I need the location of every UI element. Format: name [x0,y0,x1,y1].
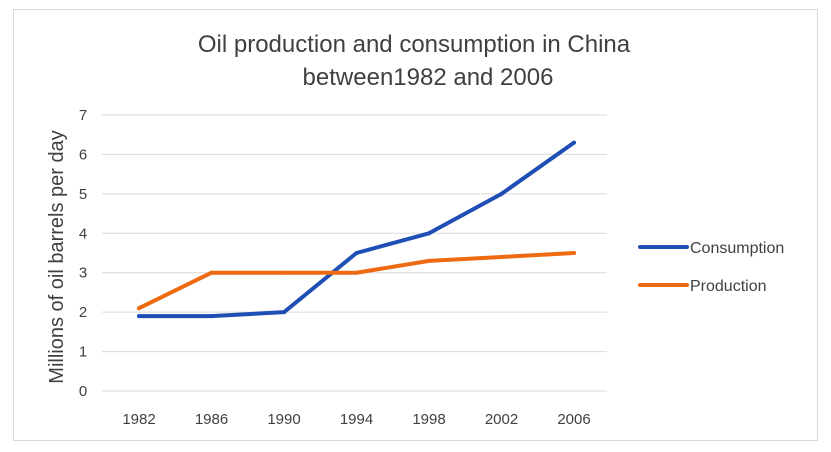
data-point-consumption [137,314,141,319]
x-tick-label: 1990 [267,411,300,428]
y-tick-label: 3 [79,265,87,282]
y-tick-label: 2 [79,304,87,321]
gridlines [102,114,607,392]
series-line-consumption [137,140,576,319]
x-tick-label: 1986 [195,411,228,428]
chart-frame [13,9,818,441]
data-point-production [209,270,214,275]
series-lines [137,140,576,319]
data-point-consumption [209,314,214,319]
y-axis-ticks: 0 1 2 3 4 5 6 7 [79,107,87,400]
x-tick-label: 2002 [485,411,518,428]
chart-title-line-2: between1982 and 2006 [303,64,554,91]
y-tick-label: 1 [79,344,87,361]
data-point-production [572,251,576,255]
y-tick-label: 0 [79,383,87,400]
data-point-consumption [572,140,576,145]
legend: Consumption Production [638,240,784,295]
y-tick-label: 5 [79,186,87,203]
data-point-consumption [282,310,286,315]
series-line-production [137,251,576,311]
y-tick-label: 6 [79,146,87,163]
x-tick-label: 2006 [557,411,590,428]
legend-label-production: Production [690,278,767,295]
y-tick-label: 4 [79,225,87,242]
data-point-production [354,270,359,275]
y-tick-label: 7 [79,107,87,124]
data-point-consumption [427,231,431,236]
x-tick-label: 1994 [340,411,373,428]
data-point-production [427,258,431,263]
y-axis-label: Millions of oil barrels per day [46,130,68,383]
data-point-production [137,306,141,311]
legend-label-consumption: Consumption [690,240,784,257]
data-point-production [499,254,504,259]
x-tick-label: 1998 [412,411,445,428]
data-point-production [282,270,286,275]
data-point-consumption [499,191,504,196]
x-tick-label: 1982 [122,411,155,428]
x-axis-ticks: 1982 1986 1990 1994 1998 2002 2006 [122,411,590,428]
data-point-consumption [354,251,359,255]
chart-title-line-1: Oil production and consumption in China [198,31,631,58]
